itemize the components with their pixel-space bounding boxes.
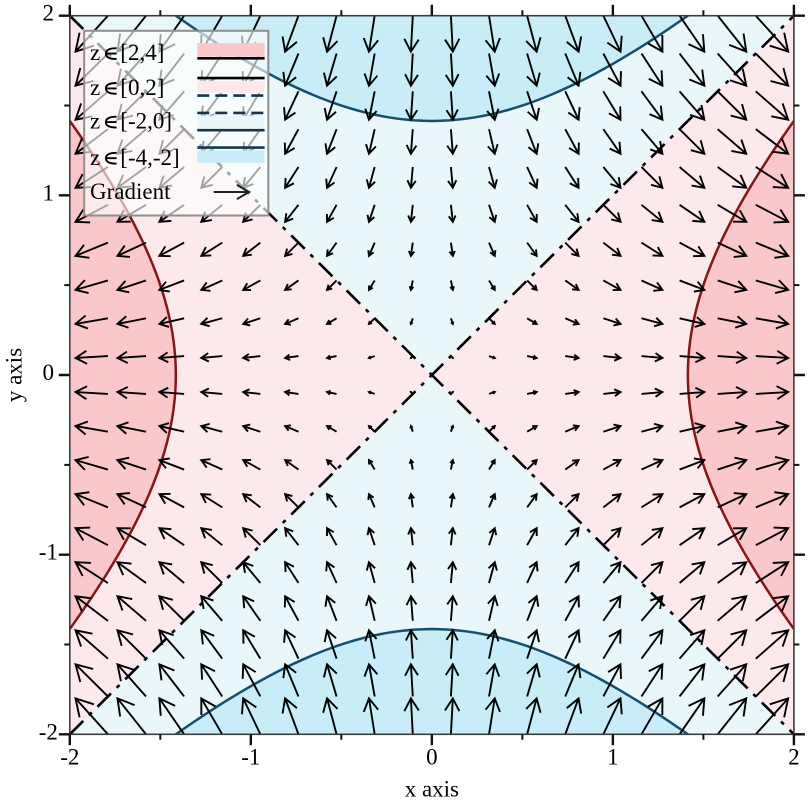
svg-text:1: 1 <box>43 180 55 205</box>
svg-text:[2,4]: [2,4] <box>120 40 164 65</box>
svg-text:-1: -1 <box>39 540 58 565</box>
svg-text:[-4,-2]: [-4,-2] <box>120 145 179 170</box>
svg-text:-2: -2 <box>39 719 58 744</box>
svg-text:z: z <box>90 109 100 134</box>
svg-text:2: 2 <box>43 1 55 26</box>
svg-text:1: 1 <box>607 745 619 770</box>
svg-text:z: z <box>90 40 100 65</box>
svg-text:-1: -1 <box>241 745 260 770</box>
svg-text:2: 2 <box>788 745 800 770</box>
svg-text:y axis: y axis <box>2 348 27 402</box>
svg-text:Gradient: Gradient <box>90 179 171 204</box>
svg-text:-2: -2 <box>60 745 79 770</box>
svg-text:[0,2]: [0,2] <box>120 75 164 100</box>
svg-text:0: 0 <box>43 360 55 385</box>
svg-text:0: 0 <box>426 745 438 770</box>
svg-text:x axis: x axis <box>405 776 459 801</box>
svg-text:[-2,0]: [-2,0] <box>120 109 172 134</box>
svg-text:z: z <box>90 145 100 170</box>
svg-text:z: z <box>90 75 100 100</box>
